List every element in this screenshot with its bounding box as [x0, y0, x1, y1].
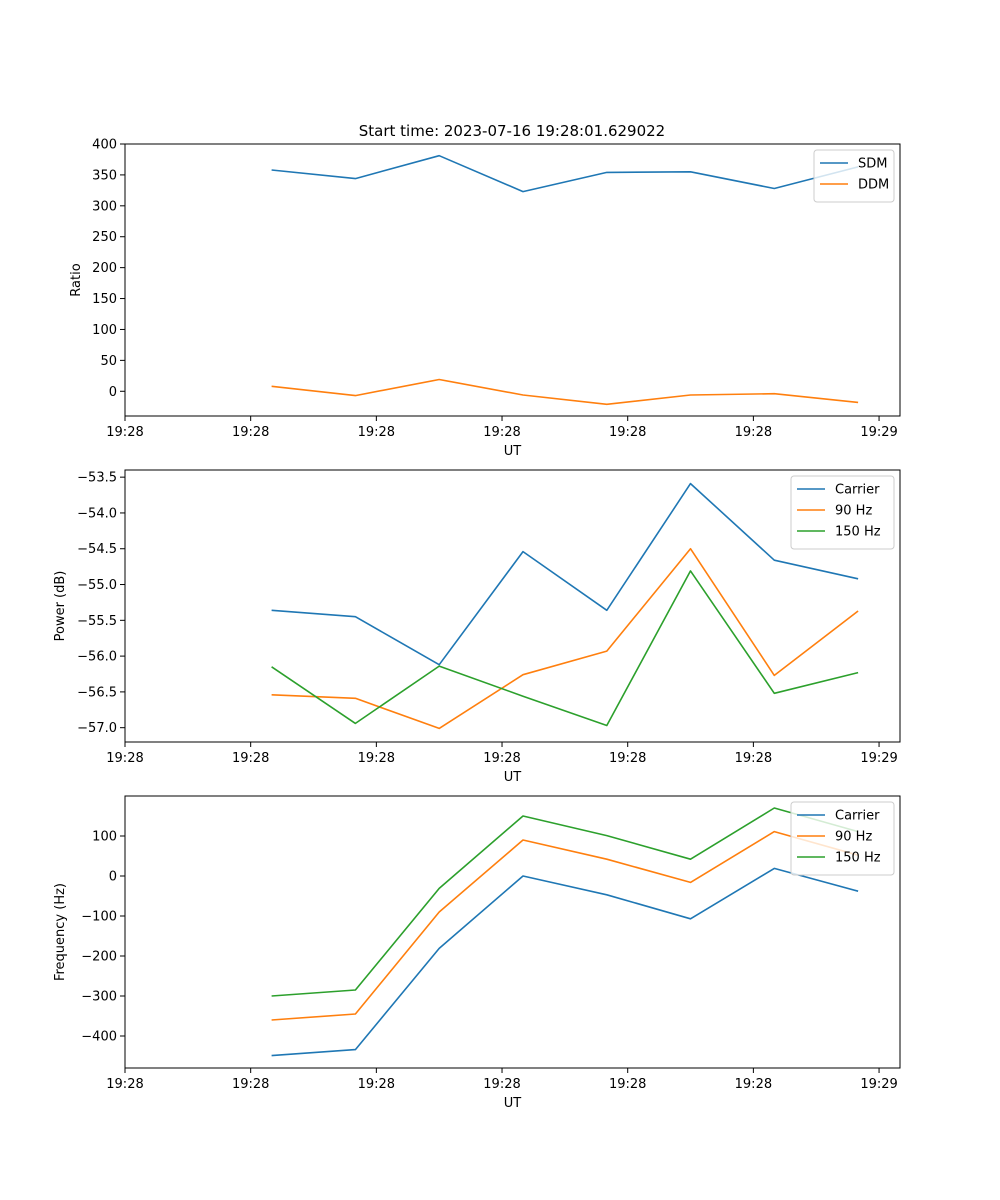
y-tick-label: 0 [109, 385, 117, 400]
y-tick-label: 400 [92, 138, 117, 153]
x-tick-label: 19:28 [735, 751, 772, 766]
y-tick-label: 0 [109, 870, 117, 885]
series-line-carrier [271, 482, 859, 666]
x-tick-label: 19:28 [483, 425, 520, 440]
x-tick-label: 19:29 [860, 425, 897, 440]
y-tick-label: 350 [92, 168, 117, 183]
y-tick-label: −56.5 [77, 685, 117, 700]
axes-frame [124, 795, 901, 1069]
x-tick-label: 19:28 [735, 1077, 772, 1092]
y-tick-label: −55.5 [77, 614, 117, 629]
series-line-150-hz [271, 807, 859, 997]
x-axis-label: UT [504, 770, 522, 785]
legend-label: 90 Hz [835, 504, 872, 519]
ratio-subplot: 19:28 19:28 19:28 19:28 19:28 19:28 19:29 0 50 10… [69, 138, 901, 459]
y-tick-label: −54.5 [77, 542, 117, 557]
x-tick-label: 19:28 [106, 425, 143, 440]
legend-label: Carrier [835, 483, 880, 498]
y-tick-label: 100 [92, 323, 117, 338]
y-tick-label: −57.0 [77, 721, 117, 736]
x-axis-label: UT [504, 1096, 522, 1111]
x-axis-label: UT [504, 444, 522, 459]
x-tick-label: 19:28 [483, 751, 520, 766]
x-tick-label: 19:28 [609, 1077, 646, 1092]
x-tick-label: 19:28 [735, 425, 772, 440]
y-tick-label: 150 [92, 292, 117, 307]
x-tick-label: 19:28 [358, 1077, 395, 1092]
figure-title: Start time: 2023-07-16 19:28:01.629022 [359, 122, 665, 140]
series-line-ddm [271, 378, 859, 406]
x-tick-label: 19:28 [232, 1077, 269, 1092]
y-tick-label: 50 [100, 354, 117, 369]
y-axis-label: Frequency (Hz) [53, 883, 68, 981]
series-line-150-hz [271, 570, 859, 727]
y-tick-label: −54.0 [77, 506, 117, 521]
legend-label: DDM [858, 178, 889, 193]
x-tick-label: 19:28 [358, 425, 395, 440]
series-line-carrier [271, 867, 859, 1057]
axes-frame [124, 469, 901, 743]
x-tick-label: 19:28 [483, 1077, 520, 1092]
legend-label: SDM [858, 157, 887, 172]
axes-frame [124, 143, 901, 417]
y-tick-label: 250 [92, 230, 117, 245]
y-tick-label: −53.5 [77, 471, 117, 486]
legend-label: 150 Hz [835, 851, 881, 866]
y-tick-label: −400 [81, 1030, 117, 1045]
x-tick-label: 19:28 [106, 751, 143, 766]
y-tick-label: 100 [92, 830, 117, 845]
series-line-90-hz [271, 830, 859, 1021]
y-tick-label: −55.0 [77, 578, 117, 593]
x-tick-label: 19:28 [358, 751, 395, 766]
legend-label: 90 Hz [835, 830, 872, 845]
frequency-subplot: 19:28 19:28 19:28 19:28 19:28 19:28 19:29 −400 −… [53, 795, 901, 1111]
x-tick-label: 19:29 [860, 751, 897, 766]
legend-label: 150 Hz [835, 525, 881, 540]
y-tick-label: −56.0 [77, 650, 117, 665]
y-axis-label: Power (dB) [53, 571, 68, 642]
y-tick-label: −300 [81, 990, 117, 1005]
x-tick-label: 19:28 [609, 425, 646, 440]
y-tick-label: 300 [92, 199, 117, 214]
x-tick-label: 19:29 [860, 1077, 897, 1092]
y-tick-label: 200 [92, 261, 117, 276]
y-tick-label: −100 [81, 910, 117, 925]
power-subplot: 19:28 19:28 19:28 19:28 19:28 19:28 19:29 −57.0… [53, 469, 901, 785]
series-line-90-hz [271, 547, 859, 730]
x-tick-label: 19:28 [106, 1077, 143, 1092]
series-line-sdm [271, 154, 859, 193]
x-tick-label: 19:28 [232, 425, 269, 440]
x-tick-label: 19:28 [609, 751, 646, 766]
y-tick-label: −200 [81, 950, 117, 965]
y-axis-label: Ratio [69, 263, 84, 296]
legend-label: Carrier [835, 809, 880, 824]
x-tick-label: 19:28 [232, 751, 269, 766]
